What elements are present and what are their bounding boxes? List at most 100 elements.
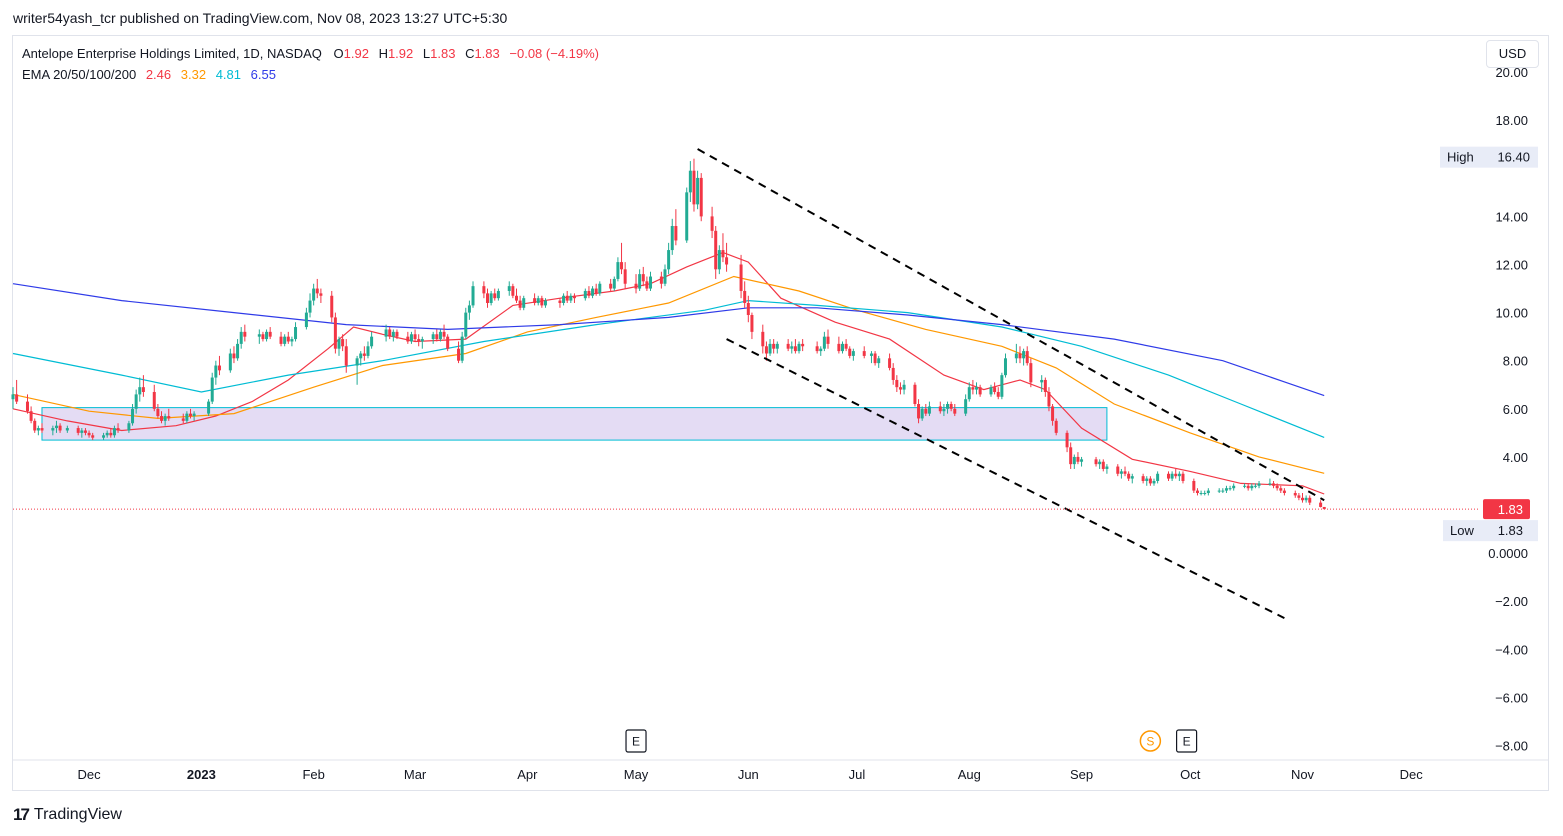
candle-body (116, 428, 120, 431)
x-tick-label: Oct (1180, 767, 1201, 782)
x-tick-label: Apr (517, 767, 538, 782)
candle-body (1199, 493, 1203, 495)
candle-body (1282, 490, 1286, 494)
tradingview-brand[interactable]: 17 TradingView (13, 805, 122, 825)
candle-body (895, 379, 899, 388)
high-label-box (1440, 146, 1538, 168)
candle-body (460, 336, 464, 361)
y-tick-label: −6.00 (1495, 690, 1528, 705)
tradingview-logo-icon: 17 (13, 805, 30, 824)
y-tick-label: −4.00 (1495, 642, 1528, 657)
candle-body (851, 351, 855, 356)
last-price-box (1483, 499, 1530, 520)
candle-body (1141, 476, 1145, 481)
candle-body (964, 399, 968, 414)
candle-body (898, 387, 902, 390)
candle-body (1145, 478, 1149, 481)
candle-body (725, 257, 729, 265)
candle-body (710, 216, 714, 231)
candle-body (649, 276, 653, 289)
x-tick-label: Mar (404, 767, 427, 782)
candle-body (167, 416, 171, 419)
candle-body (667, 250, 671, 270)
candle-body (1319, 502, 1323, 507)
candle-body (641, 274, 645, 282)
candle-body (1119, 471, 1123, 474)
candle-body (1268, 483, 1272, 485)
ema-line-ema-100 (12, 299, 1325, 438)
candle-body (65, 428, 69, 431)
candle-body (877, 358, 881, 364)
x-tick-label: Nov (1291, 767, 1315, 782)
candle-body (1101, 461, 1105, 469)
candle-body (862, 351, 866, 356)
candle-body (395, 331, 399, 337)
y-tick-label: 10.00 (1495, 306, 1528, 321)
candle-body (391, 331, 395, 337)
candle-body (438, 331, 442, 340)
currency-button[interactable]: USD (1486, 40, 1539, 68)
candle-body (699, 177, 703, 217)
candle-body (558, 300, 562, 303)
candle-body (1022, 351, 1026, 359)
candle-body (308, 300, 312, 313)
candle-body (543, 300, 547, 306)
candle-body (1076, 456, 1080, 462)
candle-body (489, 293, 493, 303)
candle-body (786, 343, 790, 349)
candle-body (486, 293, 490, 303)
candle-body (355, 358, 359, 366)
candle-body (344, 346, 348, 366)
y-tick-label: 14.00 (1495, 209, 1528, 224)
candle-body (511, 286, 515, 296)
low-label-box (1443, 520, 1538, 542)
candle-body (214, 365, 218, 378)
candle-body (152, 391, 156, 409)
candle-body (975, 387, 979, 390)
candle-body (609, 283, 613, 289)
trendline-layer (697, 148, 1325, 619)
close-label: C (465, 46, 475, 61)
candle-body (685, 192, 689, 241)
candle-body (659, 276, 663, 284)
symbol-name[interactable]: Antelope Enterprise Holdings Limited, 1D… (22, 46, 322, 61)
candle-body (1040, 379, 1044, 383)
candle-body (1293, 493, 1297, 496)
candle-body (793, 346, 797, 352)
candle-body (1029, 363, 1033, 383)
candle-body (822, 336, 826, 349)
split-marker-label: S (1146, 735, 1154, 749)
candle-body (1116, 466, 1120, 474)
candle-body (413, 334, 417, 340)
candle-body (333, 317, 337, 349)
candle-body (236, 343, 240, 359)
candle-body (156, 408, 160, 417)
candle-body (978, 387, 982, 395)
candle-body (696, 177, 700, 205)
candle-body (1047, 391, 1051, 407)
candle-body (826, 336, 830, 344)
ema-label[interactable]: EMA 20/50/100/200 (22, 67, 137, 82)
candle-body (330, 295, 334, 318)
candle-body (464, 312, 468, 337)
candle-body (40, 428, 44, 431)
candle-body (1232, 485, 1236, 489)
x-tick-label: Dec (78, 767, 102, 782)
x-tick-label: Sep (1070, 767, 1093, 782)
ema-legend: EMA 20/50/100/200 2.46 3.32 4.81 6.55 (22, 67, 278, 82)
candle-body (507, 286, 511, 291)
candle-body (1156, 473, 1160, 481)
x-tick-label: Jul (849, 767, 866, 782)
candle-body (312, 288, 316, 301)
open-value: 1.92 (343, 46, 369, 61)
candle-body (996, 391, 1000, 397)
candle-body (1275, 485, 1279, 489)
candle-body (913, 384, 917, 405)
ema-layer (12, 251, 1325, 495)
low-label: Low (1450, 523, 1474, 538)
candle-body (1177, 473, 1181, 477)
candle-body (1105, 466, 1109, 469)
candle-body (739, 264, 743, 291)
candle-body (764, 346, 768, 354)
